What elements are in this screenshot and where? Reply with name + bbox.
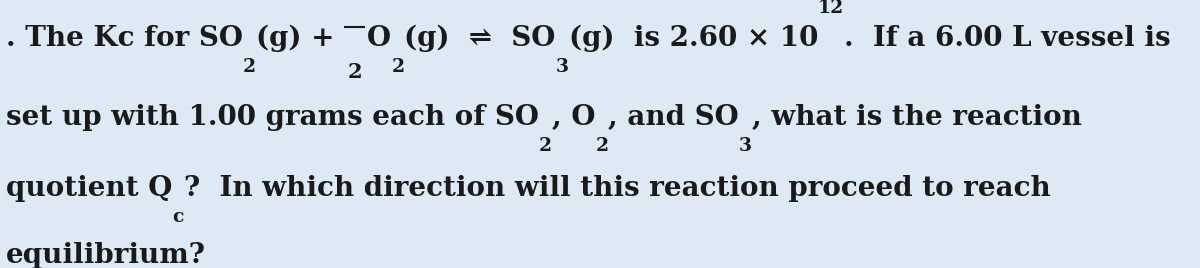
Text: quotient Q: quotient Q bbox=[6, 175, 173, 202]
Text: 3: 3 bbox=[739, 137, 752, 155]
Text: .  If a 6.00 L vessel is: . If a 6.00 L vessel is bbox=[845, 25, 1171, 51]
Text: , O: , O bbox=[552, 104, 595, 131]
Text: 2: 2 bbox=[347, 62, 361, 82]
Text: (g)  is 2.60 × 10: (g) is 2.60 × 10 bbox=[569, 24, 818, 51]
Text: equilibrium?: equilibrium? bbox=[6, 242, 206, 268]
Text: (g) +: (g) + bbox=[256, 24, 344, 51]
Text: 2: 2 bbox=[244, 58, 256, 76]
Text: 2: 2 bbox=[391, 58, 404, 76]
Text: 3: 3 bbox=[556, 58, 569, 76]
Text: c: c bbox=[173, 209, 184, 226]
Text: , what is the reaction: , what is the reaction bbox=[752, 104, 1082, 131]
Text: 12: 12 bbox=[818, 0, 845, 17]
Text: , and SO: , and SO bbox=[608, 104, 739, 131]
Text: O: O bbox=[367, 25, 391, 51]
Text: ?  In which direction will this reaction proceed to reach: ? In which direction will this reaction … bbox=[184, 175, 1050, 202]
Text: 2: 2 bbox=[595, 137, 608, 155]
Text: set up with 1.00 grams each of SO: set up with 1.00 grams each of SO bbox=[6, 104, 539, 131]
Text: (g)  ⇌  SO: (g) ⇌ SO bbox=[404, 24, 556, 51]
Text: . The Kc for SO: . The Kc for SO bbox=[6, 25, 242, 51]
Text: 2: 2 bbox=[539, 137, 552, 155]
